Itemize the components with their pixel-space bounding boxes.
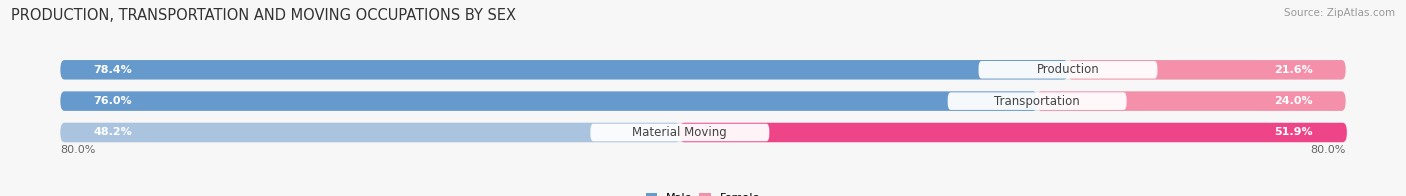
FancyBboxPatch shape bbox=[948, 92, 1126, 110]
FancyBboxPatch shape bbox=[60, 91, 1346, 111]
FancyBboxPatch shape bbox=[1069, 60, 1346, 80]
FancyBboxPatch shape bbox=[1038, 91, 1346, 111]
Text: 48.2%: 48.2% bbox=[94, 127, 132, 138]
FancyBboxPatch shape bbox=[60, 123, 681, 142]
Text: 24.0%: 24.0% bbox=[1274, 96, 1312, 106]
FancyBboxPatch shape bbox=[60, 60, 1069, 80]
Text: Transportation: Transportation bbox=[994, 95, 1080, 108]
Text: PRODUCTION, TRANSPORTATION AND MOVING OCCUPATIONS BY SEX: PRODUCTION, TRANSPORTATION AND MOVING OC… bbox=[11, 8, 516, 23]
FancyBboxPatch shape bbox=[681, 123, 1347, 142]
FancyBboxPatch shape bbox=[60, 60, 1346, 80]
Legend: Male, Female: Male, Female bbox=[641, 189, 765, 196]
FancyBboxPatch shape bbox=[591, 124, 769, 141]
Text: Production: Production bbox=[1036, 63, 1099, 76]
Text: 80.0%: 80.0% bbox=[1310, 145, 1346, 155]
FancyBboxPatch shape bbox=[60, 123, 1346, 142]
Text: 21.6%: 21.6% bbox=[1274, 65, 1312, 75]
Text: 76.0%: 76.0% bbox=[94, 96, 132, 106]
Text: 80.0%: 80.0% bbox=[60, 145, 96, 155]
FancyBboxPatch shape bbox=[60, 91, 1038, 111]
FancyBboxPatch shape bbox=[979, 61, 1157, 79]
Text: Material Moving: Material Moving bbox=[633, 126, 727, 139]
Text: Source: ZipAtlas.com: Source: ZipAtlas.com bbox=[1284, 8, 1395, 18]
Text: 51.9%: 51.9% bbox=[1274, 127, 1312, 138]
Text: 78.4%: 78.4% bbox=[94, 65, 132, 75]
